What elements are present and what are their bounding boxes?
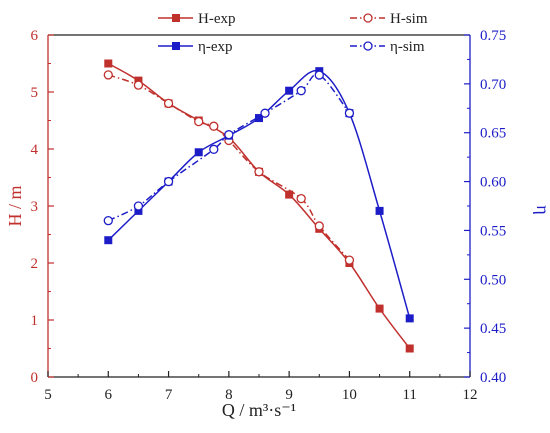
eta-tick-label: 0.75	[480, 28, 506, 44]
x-tick-label: 11	[402, 387, 416, 403]
series-eta-exp	[104, 67, 414, 323]
h-tick-label: 1	[31, 313, 39, 329]
series-h-exp	[104, 59, 414, 353]
h-tick-label: 5	[31, 85, 39, 101]
data-point-h-exp	[285, 190, 294, 199]
data-point-eta-sim	[133, 201, 144, 211]
series-line-eta-exp	[107, 69, 411, 319]
data-point-h-exp	[405, 344, 414, 353]
legend-label-eta-sim: η-sim	[390, 39, 425, 55]
x-tick-label: 9	[285, 387, 293, 403]
x-tick-label: 10	[342, 387, 357, 403]
x-tick-label: 8	[225, 387, 233, 403]
x-tick-label: 7	[165, 387, 173, 403]
data-point-eta-exp	[104, 236, 113, 245]
h-axis-title: H / m	[5, 185, 25, 226]
h-tick-label: 0	[31, 370, 39, 386]
data-point-h-sim	[163, 98, 174, 109]
legend-marker-eta-sim	[363, 41, 373, 51]
eta-tick-label: 0.45	[480, 321, 506, 337]
eta-tick-label: 0.70	[480, 77, 506, 93]
h-tick-label: 2	[31, 256, 39, 272]
data-point-eta-exp	[285, 86, 294, 95]
eta-tick-label: 0.40	[480, 370, 506, 386]
legend-label-eta-exp: η-exp	[198, 39, 233, 55]
legend-marker-eta-exp	[172, 42, 180, 50]
legend-marker-h-exp	[172, 14, 180, 22]
data-point-eta-sim	[314, 70, 324, 80]
data-point-eta-sim	[103, 216, 113, 226]
series-layer	[103, 59, 414, 353]
legend-label-h-sim: H-sim	[390, 11, 428, 27]
x-axis-title: Q / m³·s⁻¹	[222, 400, 296, 420]
data-point-h-sim	[296, 193, 306, 204]
series-line-h-exp	[107, 62, 411, 349]
x-tick-label: 6	[105, 387, 113, 403]
series-line-eta-sim	[107, 73, 351, 222]
data-point-eta-sim	[209, 144, 219, 154]
data-point-eta-exp	[134, 206, 143, 215]
data-point-h-sim	[254, 167, 264, 177]
tick-group: 5 6 7 8 9 10 11 1201234560.400.450.500.550.600.…	[31, 28, 507, 403]
h-tick-label: 3	[31, 199, 39, 215]
data-point-eta-sim	[296, 86, 306, 96]
data-point-h-exp	[104, 59, 113, 68]
series-h-sim	[103, 70, 355, 265]
eta-tick-label: 0.60	[480, 175, 506, 191]
legend: H-exp H-sim η-exp η-sim	[158, 11, 428, 55]
data-point-eta-sim	[224, 130, 234, 140]
h-tick-label: 6	[31, 28, 39, 44]
data-point-eta-sim	[163, 176, 174, 187]
data-point-h-sim	[133, 80, 144, 90]
legend-marker-h-sim	[363, 13, 373, 23]
data-point-h-sim	[209, 121, 219, 131]
series-line-h-sim	[108, 74, 350, 261]
eta-axis-title: η	[533, 205, 550, 214]
h-tick-label: 4	[31, 142, 39, 158]
legend-label-h-exp: H-exp	[198, 11, 236, 27]
data-point-eta-exp	[194, 148, 203, 157]
data-point-h-sim	[344, 255, 355, 265]
data-point-eta-exp	[405, 314, 414, 323]
plot-area	[47, 34, 471, 378]
data-point-h-exp	[375, 304, 384, 313]
eta-tick-label: 0.55	[480, 223, 506, 239]
eta-tick-label: 0.65	[480, 126, 506, 142]
series-eta-sim	[103, 70, 355, 226]
x-tick-label: 12	[463, 387, 478, 403]
data-point-h-sim	[103, 70, 113, 80]
eta-tick-label: 0.50	[480, 272, 506, 288]
data-point-eta-exp	[255, 114, 263, 123]
data-point-eta-sim	[344, 108, 355, 118]
data-point-h-sim	[194, 116, 204, 127]
x-tick-label: 5	[44, 387, 52, 403]
data-point-h-sim	[314, 221, 324, 231]
data-point-eta-exp	[375, 206, 384, 215]
data-point-eta-sim	[260, 108, 270, 118]
